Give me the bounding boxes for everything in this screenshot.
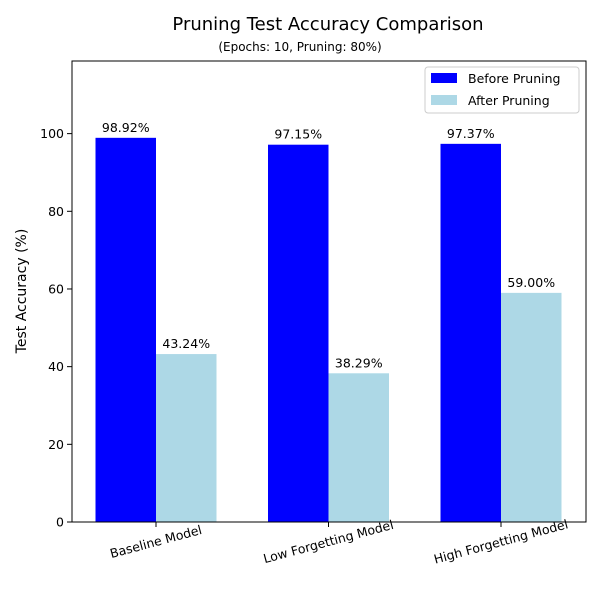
legend-label-before: Before Pruning (468, 71, 560, 86)
bars-group (95, 137, 562, 523)
y-ticks: 0 20 40 60 80 100 (40, 126, 72, 530)
y-tick-label: 100 (40, 126, 64, 141)
data-label: 97.37% (447, 126, 495, 141)
legend-label-after: After Pruning (468, 93, 550, 108)
data-label: 59.00% (507, 275, 555, 290)
y-tick-label: 20 (48, 437, 64, 452)
data-label: 97.15% (274, 127, 322, 142)
data-label: 98.92% (102, 120, 150, 135)
bar-after-pruning (156, 354, 217, 522)
chart-title: Pruning Test Accuracy Comparison (172, 14, 483, 35)
y-tick-label: 0 (56, 515, 64, 530)
legend-box (424, 66, 580, 114)
chart-subtitle: (Epochs: 10, Pruning: 80%) (218, 40, 381, 54)
data-label: 43.24% (162, 336, 210, 351)
plot-frame (71, 60, 587, 523)
bar-before-pruning (95, 137, 156, 523)
legend-swatch-before (431, 73, 457, 83)
y-tick-label: 60 (48, 281, 64, 296)
bar-before-pruning (268, 144, 329, 522)
legend: Before Pruning After Pruning (424, 66, 580, 114)
y-tick-label: 80 (48, 204, 64, 219)
data-labels: 98.92% 43.24% 97.15% 38.29% 97.37% 59.00% (102, 120, 555, 370)
x-ticks: Baseline Model Low Forgetting Model High F… (108, 516, 569, 566)
legend-swatch-after (431, 95, 457, 105)
data-label: 38.29% (335, 355, 383, 370)
bar-before-pruning (440, 143, 501, 522)
y-axis-label: Test Accuracy (%) (14, 229, 30, 355)
x-tick-label: Baseline Model (108, 522, 203, 561)
bar-after-pruning (328, 373, 389, 522)
bar-after-pruning (501, 292, 562, 522)
y-tick-label: 40 (48, 359, 64, 374)
